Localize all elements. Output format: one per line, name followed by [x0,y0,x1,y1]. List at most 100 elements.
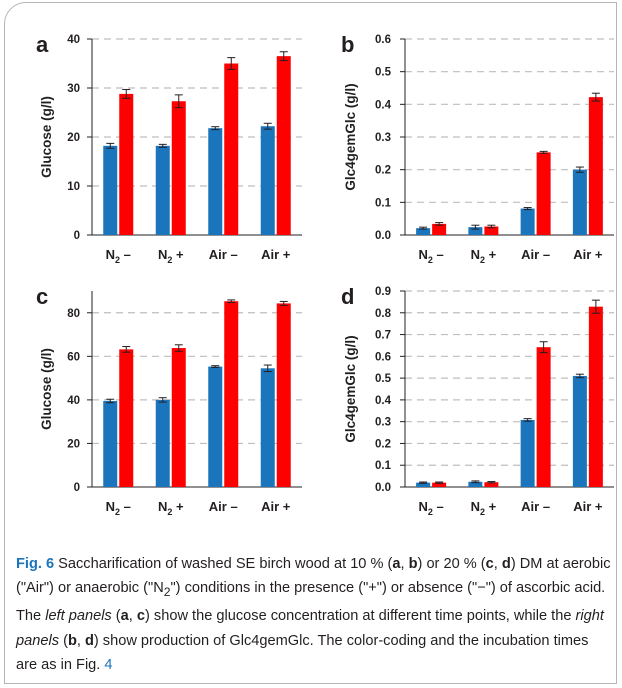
caption-panel-ref: a [392,556,401,572]
caption-emphasis: left panels [45,608,112,625]
y-tick-label: 0.5 [375,67,392,79]
bar [588,306,603,487]
figure-caption: Fig. 6 Saccharification of washed SE bir… [16,552,612,677]
bar [260,368,275,487]
bar [572,169,587,235]
caption-panel-ref: b [67,632,77,649]
x-tick-label: Air – [209,247,238,262]
y-tick-label: 0.1 [375,460,392,472]
y-tick-label: 30 [67,83,80,95]
bar [155,399,170,487]
caption-text: ) DM at aerobic ("Air") or anaerobic ("N [16,556,611,597]
caption-panel-ref: c [136,608,146,625]
bar [468,481,483,487]
caption-text: ) show the glucose concentration at diff… [145,608,576,625]
y-tick-label: 80 [67,308,80,320]
bar [588,97,603,235]
figure-frame [4,2,617,684]
x-tick-label: N2 – [419,499,444,517]
caption-text: Saccharification of washed SE birch wood… [54,556,393,572]
x-tick-label: N2 – [106,499,131,517]
x-tick-label: N2 – [419,247,444,265]
bar [276,56,291,236]
caption-text: ( [59,632,68,649]
y-tick-label: 0.0 [375,482,391,494]
chart-panel-b: b 0.0 0.1 0.2 0.3 0.4 0.5 0.6 Glc4gemGlc (g/l) N2… [341,32,614,265]
x-tick-label: Air – [209,499,238,514]
x-tick-label: N2 + [471,247,497,265]
caption-text: , [493,556,502,572]
figure-charts: a 0 10 20 30 40 Glucose (g/l) N2 – N2 + Air – Air … [36,32,614,517]
bar [119,349,134,487]
bar [208,366,223,487]
bar [536,347,551,487]
panel-letter: d [341,284,354,309]
bar [432,482,447,487]
y-tick-label: 20 [67,132,80,144]
figure-reference-link[interactable]: 4 [104,656,113,673]
y-tick-label: 0 [74,230,80,242]
bar [119,93,134,235]
chart-panel-a: a 0 10 20 30 40 Glucose (g/l) N2 – N2 + Air – Air … [36,32,302,265]
caption-text: ) or 20 % ( [417,556,486,572]
y-tick-label: 20 [67,438,80,450]
y-tick-label: 0.2 [375,438,391,450]
chart-panel-c: c 0 20 40 60 80 Glucose (g/l) N2 – N2 + Air – Air … [36,284,302,517]
panel-letter: c [36,284,48,309]
bar [224,301,239,487]
caption-text: , [128,608,137,625]
x-tick-label: Air + [261,499,291,514]
y-tick-label: 0.5 [375,373,392,385]
x-tick-label: N2 + [471,499,497,517]
y-tick-label: 0.7 [375,330,391,342]
y-tick-label: 0.4 [375,99,392,111]
x-tick-label: N2 + [158,499,184,517]
x-tick-label: Air + [573,499,603,514]
y-tick-label: 0.3 [375,132,391,144]
bar [416,228,431,235]
y-axis-label: Glucose (g/l) [39,348,54,430]
bar [432,223,447,235]
caption-text: ) show production of Glc4gemGlc. The col… [16,632,589,673]
caption-panel-ref: d [84,632,94,649]
caption-panel-ref: c [485,556,494,572]
bar [260,126,275,235]
caption-panel-ref: b [408,556,418,572]
bar [155,145,170,235]
y-tick-label: 40 [67,395,80,407]
y-tick-label: 40 [67,34,80,46]
chart-panel-d: d 0.0 0.1 0.2 0.3 0.4 0.5 0.6 0.7 0.8 0.9 Glc4gemGl… [341,284,614,517]
bar [103,400,118,487]
y-tick-label: 0.2 [375,165,391,177]
y-tick-label: 0.9 [375,286,391,298]
bar [416,482,431,487]
y-tick-label: 0.3 [375,417,391,429]
panel-letter: b [341,32,354,57]
caption-panel-ref: d [501,556,511,572]
caption-emphasis: right panels [16,608,604,649]
y-axis-label: Glc4gemGlc (g/l) [343,335,358,442]
x-tick-label: Air + [261,247,291,262]
y-tick-label: 0.0 [375,230,391,242]
y-tick-label: 60 [67,351,80,363]
y-axis-label: Glc4gemGlc (g/l) [343,83,358,190]
bar [572,375,587,487]
bar [103,145,118,235]
y-tick-label: 0.1 [375,197,392,209]
bar [224,63,239,235]
y-tick-label: 0 [74,482,80,494]
bar [171,101,186,235]
caption-text: , [400,556,409,572]
panel-letter: a [36,32,49,57]
caption-text: ") conditions in the presence ("+") or a… [16,580,606,625]
x-tick-label: N2 + [158,247,184,265]
bar [536,152,551,235]
y-tick-label: 0.4 [375,395,392,407]
x-tick-label: N2 – [106,247,131,265]
y-tick-label: 0.6 [375,34,391,46]
caption-text: , [76,632,85,649]
y-tick-label: 10 [67,181,80,193]
caption-text: ( [111,608,121,625]
y-tick-label: 0.8 [375,308,392,320]
x-tick-label: Air + [573,247,603,262]
